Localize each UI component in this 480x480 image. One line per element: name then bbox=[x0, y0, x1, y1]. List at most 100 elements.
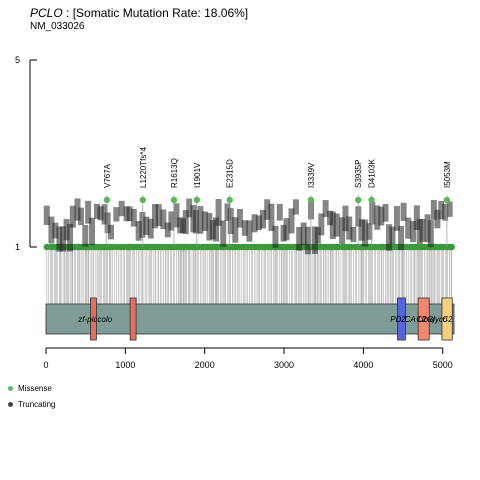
dense-label-mark bbox=[378, 206, 385, 226]
dense-label-mark bbox=[350, 226, 357, 243]
mutation-label: I1901V bbox=[193, 162, 202, 188]
dense-label-mark bbox=[424, 214, 431, 243]
dense-label-mark bbox=[292, 199, 299, 215]
dense-label-mark bbox=[206, 212, 213, 241]
dense-label-mark bbox=[67, 223, 74, 252]
dense-label-mark bbox=[393, 205, 400, 231]
dense-label-mark bbox=[126, 206, 133, 222]
mutation-label: I5053M bbox=[443, 161, 452, 188]
protein-domain bbox=[417, 297, 430, 341]
mutation-dots bbox=[43, 243, 455, 251]
dense-label-mark bbox=[85, 200, 92, 224]
domain-label: Ubiq bbox=[418, 315, 435, 324]
protein-domain bbox=[397, 297, 406, 341]
dense-label-mark bbox=[118, 200, 125, 217]
dense-label-mark bbox=[314, 227, 321, 244]
mutation-stems bbox=[46, 247, 453, 304]
dense-label-mark bbox=[400, 202, 407, 221]
x-tick-label: 1000 bbox=[115, 360, 135, 370]
dense-label-mark bbox=[405, 217, 412, 239]
dense-label-mark bbox=[139, 211, 146, 238]
labeled-mutation-dot bbox=[226, 196, 233, 204]
dense-label-mark bbox=[143, 216, 150, 235]
dense-label-mark bbox=[366, 223, 373, 240]
dense-label-mark bbox=[130, 208, 137, 227]
dense-label-mark bbox=[246, 220, 253, 242]
x-tick-label: 5000 bbox=[433, 360, 453, 370]
mutation-label: R1613Q bbox=[170, 158, 179, 188]
legend-truncating: Truncating bbox=[8, 400, 56, 409]
dense-label-mark bbox=[272, 225, 279, 248]
domain-label: C2 bbox=[416, 315, 427, 324]
dense-label-mark bbox=[82, 224, 89, 247]
dense-label-mark bbox=[94, 203, 101, 219]
dense-label-mark bbox=[182, 210, 189, 235]
dense-label-mark bbox=[434, 209, 441, 229]
protein-domain bbox=[441, 297, 453, 341]
labeled-mutation-dot bbox=[103, 196, 111, 204]
dense-label-mark bbox=[427, 220, 434, 248]
dense-label-mark bbox=[101, 204, 108, 225]
dense-label-mark bbox=[43, 205, 50, 226]
dense-label-mark bbox=[197, 206, 204, 234]
dense-label-mark bbox=[173, 203, 180, 228]
dense-label-mark bbox=[107, 224, 114, 240]
missense-legend-icon bbox=[8, 386, 13, 391]
dense-label-mark bbox=[192, 210, 199, 234]
dense-label-mark bbox=[113, 207, 120, 222]
dense-label-mark bbox=[346, 216, 353, 240]
dense-label-mark bbox=[241, 220, 248, 236]
dense-label-mark bbox=[56, 226, 63, 252]
dense-label-mark bbox=[60, 226, 67, 252]
dense-label-mark bbox=[413, 205, 420, 231]
dense-label-mark bbox=[374, 205, 381, 230]
dense-label-mark bbox=[260, 209, 267, 229]
dense-label-mark bbox=[382, 203, 389, 222]
labeled-mutation-dot bbox=[139, 196, 147, 204]
domain-label: C2 bbox=[442, 315, 453, 324]
dense-label-mark bbox=[48, 216, 55, 244]
y-tick-label: 1 bbox=[15, 242, 20, 252]
dense-label-mark bbox=[209, 220, 216, 240]
labeled-mutation-dot bbox=[307, 196, 315, 204]
dense-label-mark bbox=[398, 226, 405, 250]
protein-backbone bbox=[45, 303, 455, 335]
dense-label-mark bbox=[358, 219, 365, 241]
dense-label-mark bbox=[446, 201, 453, 217]
labeled-mutation-dot bbox=[193, 196, 201, 204]
labeled-mutation-dot bbox=[355, 196, 362, 204]
dense-label-mark bbox=[232, 217, 239, 243]
mutation-label: D4103K bbox=[368, 158, 377, 188]
mutation-label: S3935P bbox=[354, 160, 363, 188]
dense-label-mark bbox=[318, 213, 325, 236]
dense-label-mark bbox=[438, 200, 445, 220]
dense-label-mark bbox=[386, 224, 393, 251]
dense-label-mark bbox=[135, 221, 142, 241]
dense-label-mark bbox=[104, 212, 111, 234]
dense-label-mark bbox=[276, 203, 283, 221]
mutation-rate: : [Somatic Mutation Rate: 18.06%] bbox=[66, 6, 249, 20]
dense-label-mark bbox=[339, 217, 346, 244]
dense-label-mark bbox=[213, 217, 220, 242]
gene-name: PCLO bbox=[30, 6, 63, 20]
dense-label-mark bbox=[201, 211, 208, 231]
legend-missense-label: Missense bbox=[18, 384, 52, 393]
mutation-label: L1220Tfs*4 bbox=[139, 147, 148, 188]
mutation-label: E2315D bbox=[226, 159, 235, 188]
x-tick-label: 2000 bbox=[195, 360, 215, 370]
dense-label-mark bbox=[168, 211, 175, 231]
dense-label-mark bbox=[410, 220, 417, 243]
dense-mutation-labels bbox=[43, 198, 453, 255]
dense-label-mark bbox=[389, 226, 396, 245]
dense-label-mark bbox=[442, 204, 449, 221]
dense-label-mark bbox=[97, 206, 104, 221]
protein-domain bbox=[129, 297, 137, 341]
dense-label-mark bbox=[236, 208, 243, 228]
chart-title: PCLO : [Somatic Mutation Rate: 18.06%] bbox=[30, 6, 248, 20]
dense-label-mark bbox=[155, 204, 162, 227]
dense-label-mark bbox=[63, 219, 70, 241]
truncating-legend-icon bbox=[8, 402, 13, 407]
dense-label-mark bbox=[296, 226, 303, 251]
x-tick-label: 4000 bbox=[353, 360, 373, 370]
